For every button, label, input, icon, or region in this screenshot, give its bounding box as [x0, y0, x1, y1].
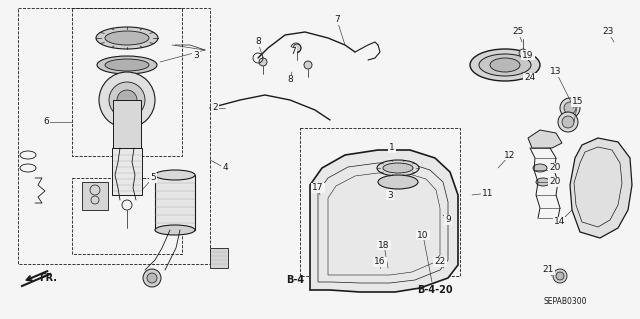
Text: 9: 9	[445, 216, 451, 225]
Text: 8: 8	[287, 76, 293, 85]
Ellipse shape	[533, 164, 547, 172]
Polygon shape	[113, 100, 141, 148]
Ellipse shape	[105, 31, 149, 45]
Ellipse shape	[155, 170, 195, 180]
Circle shape	[143, 269, 161, 287]
Text: 6: 6	[43, 117, 49, 127]
Ellipse shape	[479, 54, 531, 76]
Polygon shape	[155, 175, 195, 230]
Text: 20: 20	[549, 177, 561, 187]
Text: 4: 4	[222, 164, 228, 173]
Circle shape	[259, 58, 267, 66]
Polygon shape	[210, 248, 228, 268]
Text: 21: 21	[542, 265, 554, 275]
Circle shape	[564, 102, 576, 114]
Polygon shape	[82, 182, 108, 210]
Text: 14: 14	[554, 218, 566, 226]
Bar	[72, 8, 182, 156]
Ellipse shape	[97, 56, 157, 74]
Circle shape	[560, 98, 580, 118]
Text: B-4: B-4	[286, 275, 304, 285]
Polygon shape	[570, 138, 632, 238]
Ellipse shape	[470, 49, 540, 81]
Text: SEPAB0300: SEPAB0300	[543, 298, 587, 307]
Text: 18: 18	[378, 241, 390, 249]
Ellipse shape	[490, 58, 520, 72]
Polygon shape	[112, 148, 142, 195]
Circle shape	[109, 82, 145, 118]
Circle shape	[99, 72, 155, 128]
Text: 15: 15	[572, 98, 584, 107]
Polygon shape	[310, 150, 458, 292]
Polygon shape	[528, 130, 562, 148]
Text: 2: 2	[212, 103, 218, 113]
Circle shape	[519, 49, 527, 57]
Ellipse shape	[96, 27, 158, 49]
Circle shape	[293, 44, 301, 52]
Text: 7: 7	[290, 48, 296, 56]
Ellipse shape	[377, 160, 419, 176]
Text: 5: 5	[150, 174, 156, 182]
Text: 17: 17	[312, 183, 324, 192]
Text: 20: 20	[549, 164, 561, 173]
Text: B-4-20: B-4-20	[417, 285, 453, 295]
Text: 23: 23	[602, 27, 614, 36]
Bar	[300, 128, 460, 276]
Text: 24: 24	[524, 73, 536, 83]
Text: 7: 7	[334, 16, 340, 25]
Bar	[18, 8, 210, 264]
Text: 16: 16	[374, 257, 386, 266]
Text: 1: 1	[389, 144, 395, 152]
Text: 25: 25	[512, 27, 524, 36]
Ellipse shape	[378, 175, 418, 189]
Text: 12: 12	[504, 151, 516, 160]
Text: 8: 8	[255, 38, 261, 47]
Bar	[72, 178, 182, 254]
Text: 11: 11	[483, 189, 493, 197]
Circle shape	[556, 272, 564, 280]
Circle shape	[147, 273, 157, 283]
Text: 13: 13	[550, 68, 562, 77]
Circle shape	[558, 112, 578, 132]
Circle shape	[117, 90, 137, 110]
Text: 22: 22	[435, 257, 445, 266]
Text: 3: 3	[193, 50, 199, 60]
Circle shape	[562, 116, 574, 128]
Text: 10: 10	[417, 231, 429, 240]
Text: 3: 3	[387, 190, 393, 199]
Circle shape	[304, 61, 312, 69]
Text: 19: 19	[522, 50, 534, 60]
Ellipse shape	[155, 225, 195, 235]
Ellipse shape	[536, 178, 550, 186]
Text: FR.: FR.	[39, 273, 57, 283]
Ellipse shape	[105, 59, 149, 71]
Ellipse shape	[383, 163, 413, 173]
Circle shape	[553, 269, 567, 283]
